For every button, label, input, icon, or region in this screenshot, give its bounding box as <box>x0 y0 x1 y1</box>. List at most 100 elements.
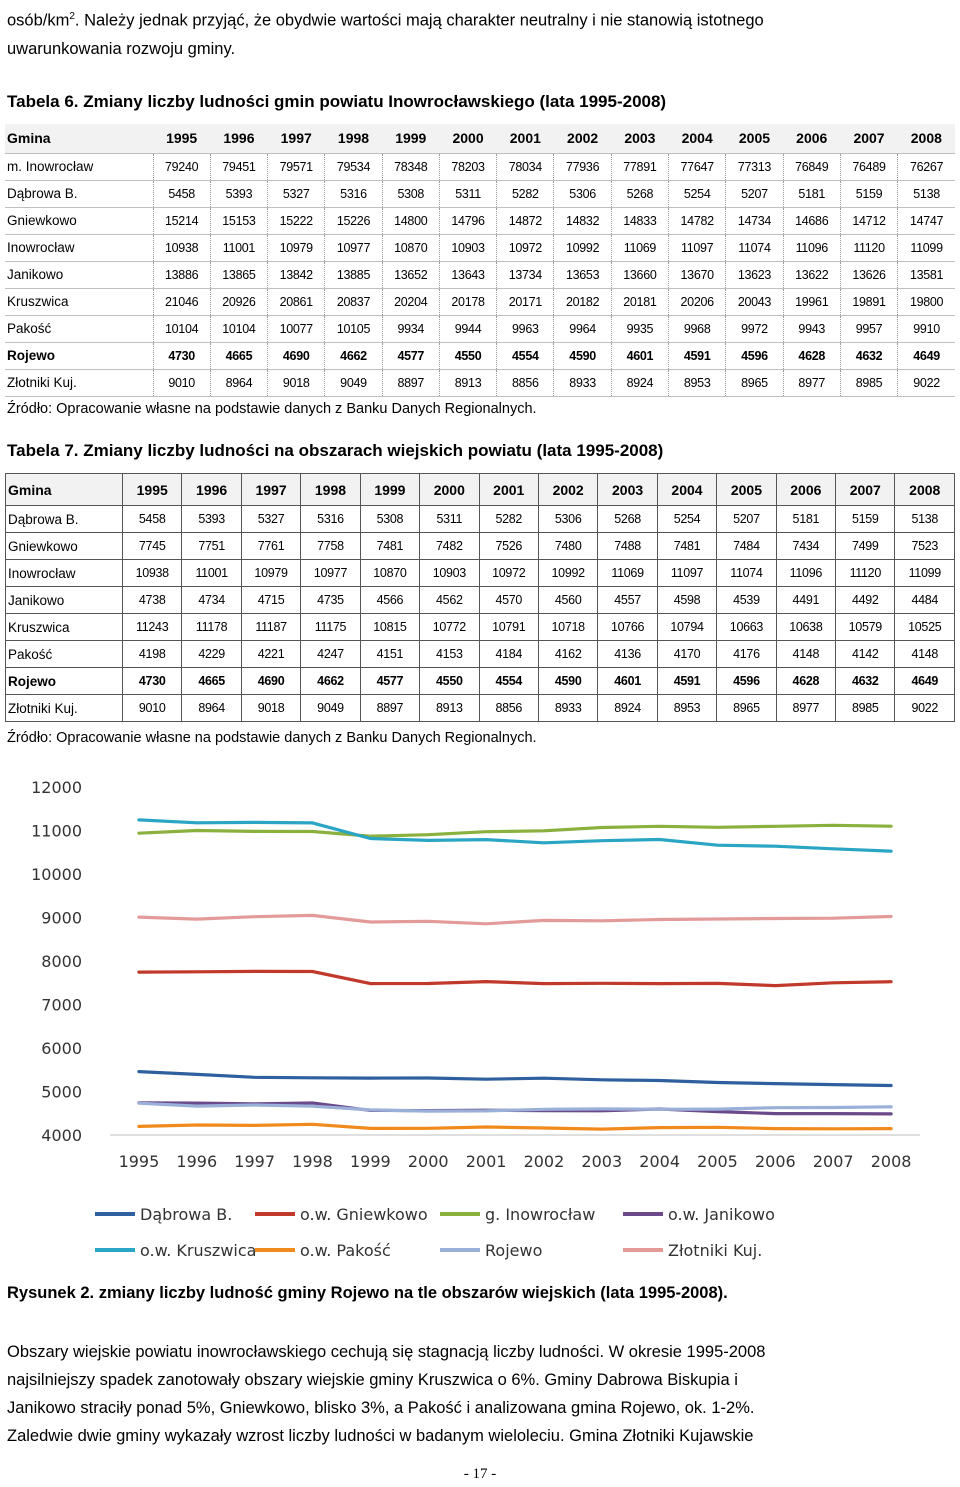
y-tick-label: 4000 <box>41 1126 82 1145</box>
table-cell: 10903 <box>438 233 497 261</box>
table-cell: 9968 <box>668 314 726 342</box>
table-cell: 4136 <box>597 640 658 668</box>
y-tick-label: 5000 <box>41 1083 82 1102</box>
table-cell: 5327 <box>240 505 302 533</box>
table-cell: 8977 <box>782 368 841 397</box>
table-cell: 5306 <box>553 179 612 207</box>
intro-superscript: 2 <box>69 11 75 22</box>
table-cell: 8985 <box>835 694 896 722</box>
table-cell: 11099 <box>894 559 955 587</box>
table-cell: 9957 <box>839 314 898 342</box>
table-row: Pakość 10104 10104 10077 10105 9934 9944 9963 99… <box>5 314 955 342</box>
table6-header-year: 2004 <box>681 130 713 147</box>
table-cell: 4247 <box>300 640 361 668</box>
table-cell: 10977 <box>324 233 383 261</box>
table-cell: 4562 <box>419 586 480 614</box>
table-cell: 19961 <box>782 287 841 315</box>
table-cell: 11097 <box>668 233 726 261</box>
table-cell: 4176 <box>716 640 777 668</box>
x-tick-label: 2007 <box>813 1152 854 1171</box>
row-label: Janikowo <box>5 260 154 288</box>
table-cell: 4662 <box>324 341 383 369</box>
table-cell: 14872 <box>496 206 554 234</box>
table-cell: 8964 <box>209 368 268 397</box>
table-cell: 4590 <box>553 341 612 369</box>
body-line-1: Obszary wiejskie powiatu inowrocławskieg… <box>7 1343 766 1361</box>
table-cell: 8933 <box>537 694 599 722</box>
table-cell: 4601 <box>597 667 658 695</box>
table-cell: 8856 <box>478 694 539 722</box>
table-cell: 9964 <box>553 314 612 342</box>
table-row: Dąbrowa B. 5458 5393 5327 5316 5308 5311 5282 53… <box>5 505 955 533</box>
table-cell: 4690 <box>267 341 325 369</box>
row-label: Kruszwica <box>5 287 154 315</box>
table-cell: 9972 <box>725 314 784 342</box>
row-label: Gniewkowo <box>5 532 123 560</box>
table-cell: 4566 <box>359 586 421 614</box>
table-cell: 9010 <box>153 368 211 397</box>
table6-header-year: 2003 <box>624 130 656 147</box>
table-cell: 20182 <box>553 287 612 315</box>
table-cell: 15214 <box>153 206 211 234</box>
body-line-2: najsilniejszy spadek zanotowały obszary … <box>7 1371 738 1389</box>
table6-header-year: 2006 <box>796 130 828 147</box>
table-cell: 8933 <box>553 368 612 397</box>
table-cell: 11187 <box>240 613 302 641</box>
table-cell: 10903 <box>419 559 480 587</box>
intro-line-2: uwarunkowania rozwoju gminy. <box>7 39 236 58</box>
table-cell: 10766 <box>597 613 658 641</box>
table-cell: 9022 <box>897 368 955 397</box>
series-line <box>137 823 893 838</box>
table-cell: 4148 <box>775 640 837 668</box>
table-cell: 20206 <box>668 287 726 315</box>
table-cell: 13622 <box>782 260 841 288</box>
table6-header-year: 1996 <box>223 130 255 147</box>
table-cell: 5393 <box>209 179 268 207</box>
table-cell: 10815 <box>359 613 421 641</box>
table-cell: 5254 <box>668 179 726 207</box>
table-cell: 20861 <box>267 287 325 315</box>
table-cell: 20837 <box>324 287 383 315</box>
table-cell: 20178 <box>438 287 497 315</box>
row-label: Rojewo <box>5 667 123 695</box>
table-cell: 14796 <box>438 206 497 234</box>
table-cell: 78348 <box>381 152 440 180</box>
table-cell: 4229 <box>181 640 242 668</box>
table-cell: 4198 <box>121 640 183 668</box>
table-row: m. Inowrocław 79240 79451 79571 79534 78348 78… <box>5 152 955 180</box>
x-tick-label: 2004 <box>639 1152 680 1171</box>
table-cell: 4690 <box>240 667 302 695</box>
table6-header-year: 1999 <box>395 130 427 147</box>
table-cell: 8985 <box>839 368 898 397</box>
row-label: Gniewkowo <box>5 206 154 234</box>
table-cell: 5138 <box>897 179 955 207</box>
table-cell: 11074 <box>716 559 777 587</box>
table-cell: 14747 <box>897 206 955 234</box>
table-cell: 5159 <box>835 505 896 533</box>
table-cell: 7761 <box>240 532 302 560</box>
table-cell: 13653 <box>553 260 612 288</box>
table-cell: 5311 <box>419 505 480 533</box>
table7-header-gmina: Gmina <box>5 473 123 506</box>
row-label: Złotniki Kuj. <box>5 368 154 397</box>
table7-body: Dąbrowa B. 5458 5393 5327 5316 5308 5311 5282 53… <box>5 505 955 722</box>
x-tick-label: 2000 <box>408 1152 449 1171</box>
table-row: Rojewo 4730 4665 4690 4662 4577 4550 4554 4590 46… <box>5 667 955 695</box>
table-cell: 4554 <box>478 667 539 695</box>
table-cell: 8953 <box>656 694 718 722</box>
table-cell: 8856 <box>496 368 554 397</box>
x-tick-label: 1999 <box>350 1152 391 1171</box>
table-cell: 79240 <box>153 152 211 180</box>
table-row: Janikowo 4738 4734 4715 4735 4566 4562 4570 4560… <box>5 586 955 614</box>
table-cell: 10525 <box>894 613 955 641</box>
table-cell: 10772 <box>419 613 480 641</box>
table-cell: 14734 <box>725 206 784 234</box>
table-cell: 9935 <box>610 314 669 342</box>
table-cell: 4570 <box>478 586 539 614</box>
table-cell: 11097 <box>656 559 718 587</box>
table-cell: 4221 <box>240 640 302 668</box>
x-tick-label: 2008 <box>871 1152 912 1171</box>
table-cell: 5282 <box>478 505 539 533</box>
table-cell: 13626 <box>839 260 898 288</box>
x-tick-label: 2002 <box>524 1152 565 1171</box>
